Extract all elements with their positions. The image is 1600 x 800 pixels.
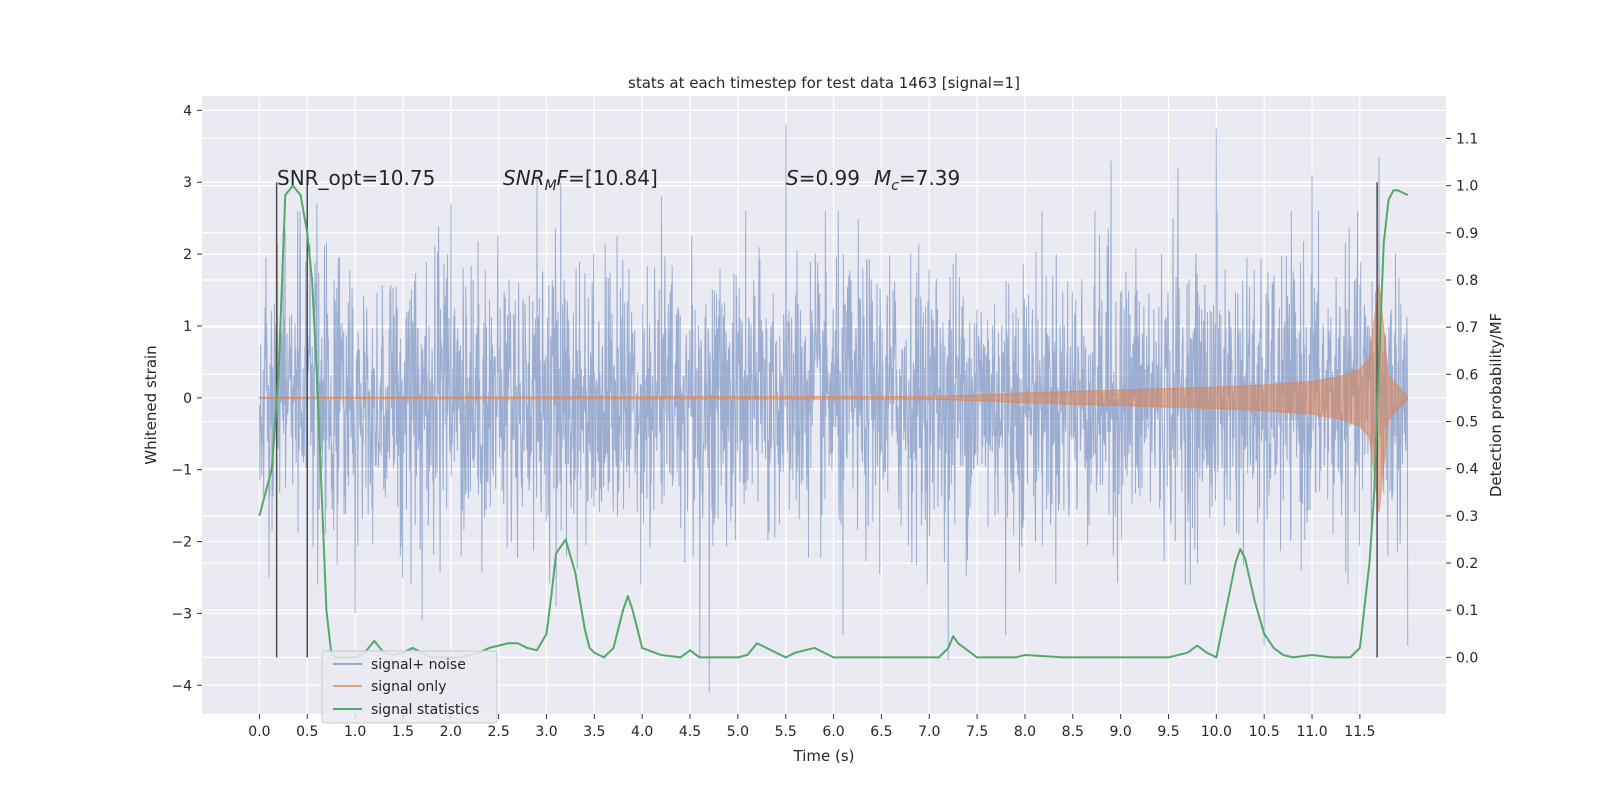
legend-label-signal-noise: signal+ noise: [371, 657, 466, 673]
y2-tick-label: 0.0: [1456, 650, 1478, 666]
chart-title: stats at each timestep for test data 146…: [628, 74, 1020, 92]
annotation-snr-mf: SNRMF=[10.84]: [503, 166, 658, 194]
annotations: SNR_opt=10.75 SNRMF=[10.84] S=0.99 Mc=7.3…: [277, 166, 960, 194]
left-y-axis-ticks: 4 3 2 1 0 −1 −2 −3 −4: [171, 103, 202, 694]
x-tick-label: 0.5: [296, 724, 318, 740]
x-tick-label: 5.0: [727, 724, 749, 740]
x-tick-label: 7.5: [966, 724, 988, 740]
x-tick-label: 6.5: [870, 724, 892, 740]
y2-axis-label: Detection probability/MF: [1487, 313, 1505, 497]
x-tick-label: 7.0: [918, 724, 940, 740]
signal-only-line: [258, 283, 1409, 513]
x-axis-label: Time (s): [793, 747, 855, 765]
x-tick-label: 4.0: [631, 724, 653, 740]
x-axis-ticks: 0.0 0.5 1.0 1.5 2.0 2.5 3.0 3.5 4.0 4.5 5.0 5.5 6.0 6…: [248, 714, 1375, 740]
legend-item-signal-statistics: signal statistics: [333, 702, 479, 718]
s-symbol: S: [786, 166, 799, 190]
mc-subscript: c: [891, 178, 899, 194]
y2-tick-label: 1.1: [1456, 131, 1478, 147]
x-tick-label: 2.0: [440, 724, 462, 740]
x-tick-label: 5.5: [775, 724, 797, 740]
y2-tick-label: 0.9: [1456, 226, 1478, 242]
y-tick-label: 1: [183, 319, 192, 335]
snr-mf-symbol: SNR: [503, 166, 545, 190]
y2-tick-label: 0.3: [1456, 509, 1478, 525]
annotation-snr-opt: SNR_opt=10.75: [277, 166, 435, 190]
y-tick-label: −1: [171, 463, 192, 479]
x-tick-label: 9.5: [1157, 724, 1179, 740]
x-tick-label: 6.0: [822, 724, 844, 740]
x-tick-label: 1.5: [392, 724, 414, 740]
x-tick-label: 9.0: [1110, 724, 1132, 740]
snr-mf-value: =[10.84]: [568, 166, 658, 190]
x-tick-label: 8.5: [1062, 724, 1084, 740]
x-tick-label: 3.5: [583, 724, 605, 740]
y2-tick-label: 0.5: [1456, 415, 1478, 431]
snr-mf-subscript: M: [545, 178, 557, 194]
x-tick-label: 0.0: [248, 724, 270, 740]
x-tick-label: 11.0: [1296, 724, 1327, 740]
x-tick-label: 2.5: [488, 724, 510, 740]
legend-label-signal-only: signal only: [371, 679, 446, 695]
y-axis-label: Whitened strain: [142, 345, 160, 464]
legend-box: [321, 650, 498, 724]
legend-item-signal-only: signal only: [333, 679, 446, 695]
x-tick-label: 3.0: [535, 724, 557, 740]
y-tick-label: 4: [183, 103, 192, 119]
y-tick-label: −2: [171, 535, 192, 551]
legend: signal+ noise signal only signal statist…: [321, 650, 498, 724]
y2-tick-label: 0.6: [1456, 367, 1478, 383]
mc-symbol: M: [874, 166, 891, 190]
y2-tick-label: 1.0: [1456, 179, 1478, 195]
x-tick-label: 1.0: [344, 724, 366, 740]
annotation-s-mc: S=0.99 Mc=7.39: [786, 166, 960, 194]
y-tick-label: 0: [183, 391, 192, 407]
y2-tick-label: 0.7: [1456, 320, 1478, 336]
signal-noise-series: [258, 124, 1409, 693]
s-value: =0.99: [799, 166, 860, 190]
snr-mf-f: F: [557, 166, 569, 190]
legend-label-signal-statistics: signal statistics: [371, 702, 479, 718]
x-tick-label: 11.5: [1344, 724, 1375, 740]
y2-tick-label: 0.4: [1456, 462, 1478, 478]
y2-tick-label: 0.8: [1456, 273, 1478, 289]
x-tick-label: 4.5: [679, 724, 701, 740]
right-y-axis-ticks: 1.1 1.0 0.9 0.8 0.7 0.6 0.5 0.4 0.3 0.2 0.1 0.0: [1446, 131, 1478, 666]
x-tick-label: 10.5: [1249, 724, 1280, 740]
mc-value: =7.39: [899, 166, 960, 190]
y-tick-label: 3: [183, 175, 192, 191]
y2-tick-label: 0.2: [1456, 556, 1478, 572]
y-tick-label: 2: [183, 247, 192, 263]
legend-item-signal-noise: signal+ noise: [333, 657, 466, 673]
y2-tick-label: 0.1: [1456, 603, 1478, 619]
y-tick-label: −3: [171, 606, 192, 622]
x-tick-label: 10.0: [1201, 724, 1232, 740]
x-tick-label: 8.0: [1014, 724, 1036, 740]
signal-noise-line: [258, 124, 1409, 693]
y-tick-label: −4: [171, 678, 192, 694]
signal-only-series: [258, 283, 1409, 513]
